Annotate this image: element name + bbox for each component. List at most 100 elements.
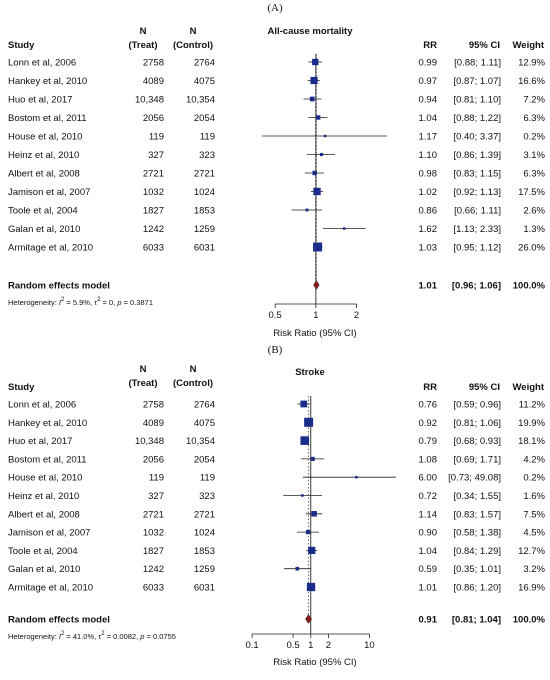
study-effect-box [311,511,317,517]
weight-value: 12.7% [518,546,545,557]
study-name: Hankey et al, 2010 [8,76,87,87]
header-study: Study [8,382,35,393]
study-name: Heinz et al, 2010 [8,150,79,161]
ci-value: [0.88; 1.11] [454,58,501,69]
n-control-value: 10,354 [186,436,215,447]
study-effect-box [310,76,318,85]
weight-value: 6.3% [523,169,545,180]
ci-value: [0.95; 1.12] [453,243,501,254]
header-rr: RR [423,382,437,393]
forest-plot-stroke: N (Treat) N (Control) Study Stroke RR 95… [0,360,550,673]
weight-value: 3.1% [523,150,545,161]
n-control-value: 6031 [194,583,215,594]
rr-value: 1.14 [419,509,438,520]
rr-value: 0.97 [419,76,438,87]
weight-value: 0.2% [523,132,545,143]
n-treat-value: 119 [149,132,164,143]
n-control-value: 1024 [194,528,215,539]
weight-value: 7.5% [523,509,545,520]
study-name: Albert et al, 2008 [8,509,80,520]
rr-value: 1.03 [419,243,438,254]
plot-title: Stroke [295,367,325,378]
heterogeneity-stat: Heterogeneity: I2 = 41.0%, τ2 = 0.0082, … [8,631,176,642]
n-treat-value: 1242 [143,224,164,235]
summary-diamond [313,280,320,290]
summary-label: Random effects model [8,281,110,292]
study-name: Armitage et al, 2010 [8,243,93,254]
study-name: House et al, 2010 [8,132,82,143]
plot-title: All-cause mortality [267,26,353,37]
n-treat-value: 4089 [143,76,164,87]
study-effect-box [306,582,316,592]
rr-value: 0.99 [419,58,438,69]
study-name: Bostom et al, 2011 [8,454,87,465]
ci-value: [0.58; 1.38] [453,528,501,539]
n-treat-value: 1032 [143,187,164,198]
weight-value: 7.2% [523,95,545,106]
rr-value: 0.94 [419,95,438,106]
n-control-value: 1259 [194,224,215,235]
study-effect-box [313,187,321,196]
n-treat-value: 1827 [143,206,164,217]
weight-value: 2.6% [523,206,545,217]
x-axis-label: Risk Ratio (95% CI) [273,328,357,339]
ci-value: [0.66; 1.11] [454,206,501,217]
n-treat-value: 1032 [143,528,164,539]
ci-value: [0.86; 1.20] [453,583,501,594]
n-control-value: 119 [200,132,215,143]
n-treat-value: 1242 [143,564,164,575]
rr-value: 0.76 [419,400,438,411]
weight-value: 12.9% [518,58,545,69]
header-study: Study [8,40,35,51]
weight-value: 6.3% [523,113,545,124]
rr-value: 0.86 [419,206,438,217]
rr-value: 1.04 [419,546,438,557]
n-control-value: 2721 [194,169,215,180]
summary-ci-value: [0.96; 1.06] [452,281,501,292]
n-treat-value: 10,348 [135,436,164,447]
weight-value: 3.2% [523,564,545,575]
panel-a-label: (A) [267,2,283,14]
study-effect-box [300,400,308,408]
header-weight: Weight [512,40,545,51]
summary-rr-value: 0.91 [419,615,438,626]
n-control-value: 2764 [194,400,215,411]
x-axis-tick-label: 0.5 [269,310,282,321]
header-treat: (Treat) [128,40,158,51]
rr-value: 1.10 [419,150,438,161]
weight-value: 4.5% [523,528,545,539]
study-name: Huo et al, 2017 [8,436,72,447]
n-treat-value: 10,348 [135,95,164,106]
n-control-value: 119 [200,473,215,484]
rr-value: 0.72 [419,491,438,502]
study-name: Toole et al, 2004 [8,206,78,217]
header-n-treat: N [139,364,147,375]
x-axis-tick-label: 1 [313,310,318,321]
n-treat-value: 327 [148,491,164,502]
header-n-treat: N [139,26,147,37]
study-effect-box [300,436,310,445]
n-treat-value: 6033 [143,243,164,254]
summary-label: Random effects model [8,615,110,626]
x-axis-tick-label: 0.5 [286,640,299,651]
summary-weight-value: 100.0% [513,615,546,626]
study-name: Jamison et al, 2007 [8,528,90,539]
n-control-value: 2721 [194,509,215,520]
ci-value: [0.68; 0.93] [453,436,501,447]
n-control-value: 1853 [194,546,215,557]
rr-value: 1.62 [419,224,438,235]
study-effect-box [309,96,315,102]
header-rr: RR [423,40,437,51]
study-name: Lonn et al, 2006 [8,400,76,411]
study-effect-box [355,475,358,479]
study-name: Toole et al, 2004 [8,546,78,557]
study-effect-box [315,115,321,120]
weight-value: 16.6% [518,76,545,87]
heterogeneity-stat: Heterogeneity: I2 = 5.9%, τ2 = 0, p = 0.… [8,297,153,308]
study-effect-box [312,170,317,176]
study-effect-box [319,152,324,157]
study-effect-box [312,58,319,66]
ci-value: [0.83; 1.57] [453,509,501,520]
n-control-value: 323 [199,491,215,502]
n-treat-value: 2721 [143,169,164,180]
